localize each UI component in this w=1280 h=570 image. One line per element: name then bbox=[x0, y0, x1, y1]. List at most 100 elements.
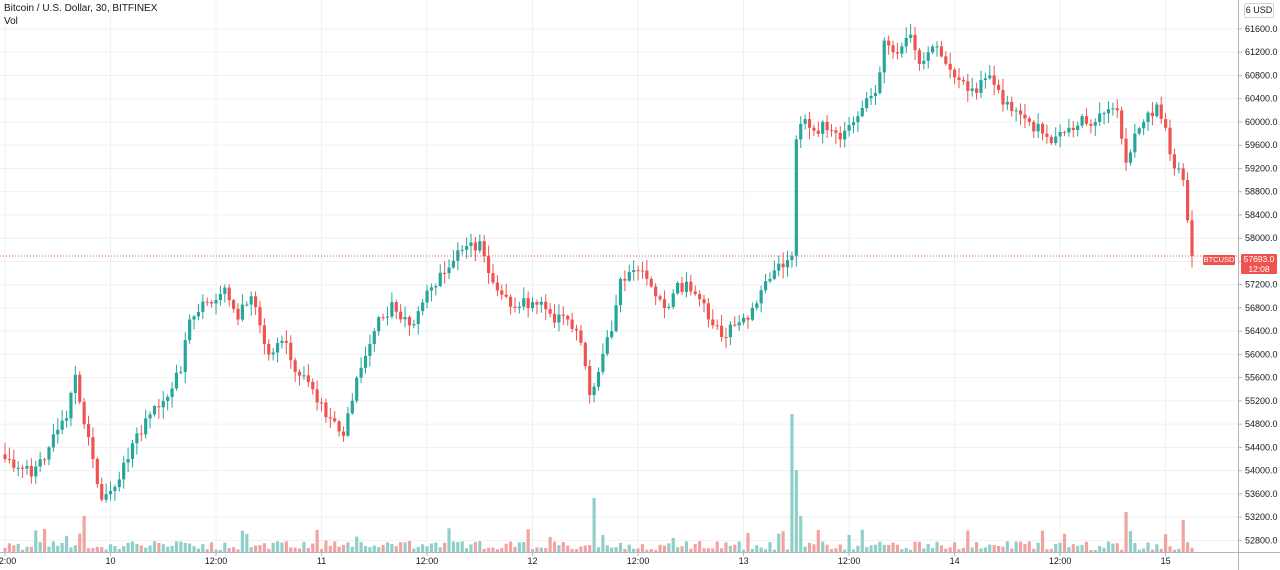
volume-bar bbox=[737, 541, 741, 552]
candle-body bbox=[961, 79, 965, 82]
last-price-value: 57693.0 bbox=[1243, 254, 1275, 264]
volume-bar bbox=[1071, 544, 1075, 552]
candle-body bbox=[715, 325, 719, 327]
candle-body bbox=[487, 256, 491, 274]
volume-bar bbox=[34, 530, 38, 552]
candle-body bbox=[126, 459, 130, 463]
candle-body bbox=[333, 418, 337, 422]
candle-body bbox=[508, 296, 513, 307]
candle-body bbox=[1093, 121, 1097, 126]
candle-body bbox=[3, 454, 7, 460]
candle-body bbox=[970, 88, 974, 91]
volume-bar bbox=[689, 548, 693, 552]
candle-body bbox=[926, 52, 930, 61]
candle-body bbox=[904, 37, 908, 47]
volume-bar bbox=[429, 543, 434, 552]
volume-bar bbox=[135, 543, 139, 552]
candle-body bbox=[465, 245, 469, 250]
volume-bar bbox=[865, 547, 869, 552]
volume-bar bbox=[1093, 549, 1097, 552]
volume-bar bbox=[359, 542, 363, 552]
volume-bar bbox=[698, 541, 702, 552]
candle-body bbox=[561, 314, 565, 316]
candle-body bbox=[451, 260, 456, 268]
volume-bar bbox=[733, 544, 737, 552]
candle-body bbox=[676, 282, 680, 294]
volume-bar bbox=[676, 547, 680, 552]
volume-bar bbox=[108, 544, 113, 552]
candle-body bbox=[113, 487, 117, 491]
volume-bar bbox=[508, 541, 513, 552]
volume-bar bbox=[1084, 541, 1089, 552]
volume-bar bbox=[267, 548, 271, 552]
volume-bar bbox=[21, 549, 25, 552]
volume-bar bbox=[403, 542, 407, 552]
candle-body bbox=[1054, 136, 1058, 143]
volume-bar bbox=[873, 544, 878, 552]
candle-body bbox=[130, 443, 135, 460]
volume-bar bbox=[627, 544, 631, 552]
time-axis-label: 15 bbox=[1161, 556, 1171, 566]
volume-bar bbox=[262, 543, 266, 552]
volume-bar bbox=[1102, 547, 1106, 552]
volume-bar bbox=[838, 544, 842, 552]
candle-body bbox=[421, 302, 425, 312]
volume-bar bbox=[517, 542, 521, 552]
volume-bar bbox=[377, 547, 381, 552]
candle-body bbox=[254, 296, 258, 308]
volume-bar bbox=[957, 549, 961, 552]
candle-body bbox=[596, 371, 601, 387]
currency-button[interactable]: 6 USD bbox=[1244, 3, 1274, 18]
candle-body bbox=[592, 386, 596, 396]
volume-bar bbox=[495, 549, 499, 552]
volume-bar bbox=[1045, 549, 1049, 552]
candle-body bbox=[447, 267, 451, 274]
candle-body bbox=[636, 270, 640, 272]
candle-body bbox=[152, 406, 157, 415]
candle-body bbox=[438, 272, 442, 287]
candle-body bbox=[698, 294, 702, 300]
volume-bar bbox=[1049, 548, 1053, 552]
candle-body bbox=[654, 286, 658, 297]
candle-body bbox=[724, 336, 728, 338]
candle-body bbox=[539, 301, 543, 305]
volume-bar bbox=[807, 542, 812, 552]
candle-body bbox=[693, 291, 697, 295]
candle-body bbox=[179, 371, 183, 373]
volume-bar bbox=[236, 549, 240, 552]
candle-body bbox=[139, 433, 143, 435]
candle-body bbox=[645, 270, 649, 279]
candle-body bbox=[236, 308, 240, 320]
volume-bar bbox=[7, 543, 11, 552]
volume-bar bbox=[196, 548, 201, 552]
candle-body bbox=[346, 413, 350, 436]
candle-body bbox=[47, 447, 51, 460]
volume-bar bbox=[1040, 530, 1045, 552]
volume-bar bbox=[596, 547, 601, 552]
candle-body bbox=[1089, 123, 1093, 126]
bar-countdown: 12:08 bbox=[1248, 264, 1270, 274]
candle-body bbox=[16, 467, 20, 469]
candle-body bbox=[1106, 109, 1111, 114]
candle-body bbox=[1181, 168, 1185, 181]
candle-body bbox=[680, 282, 684, 292]
volume-bar bbox=[812, 544, 816, 552]
volume-bar bbox=[1181, 520, 1185, 552]
candle-body bbox=[1150, 112, 1155, 117]
volume-bar bbox=[64, 535, 69, 552]
candle-body bbox=[262, 325, 266, 345]
candle-body bbox=[623, 278, 627, 281]
volume-bar bbox=[126, 542, 130, 552]
candle-body bbox=[1071, 127, 1075, 131]
volume-bar bbox=[891, 542, 895, 552]
volume-bar bbox=[1142, 548, 1146, 552]
volume-bar bbox=[1054, 543, 1058, 552]
volume-bar bbox=[284, 541, 288, 552]
candle-body bbox=[491, 273, 495, 283]
volume-bar bbox=[684, 541, 689, 552]
candle-body bbox=[658, 296, 662, 300]
time-axis-label: 12 bbox=[528, 556, 538, 566]
volume-bar bbox=[711, 548, 715, 552]
